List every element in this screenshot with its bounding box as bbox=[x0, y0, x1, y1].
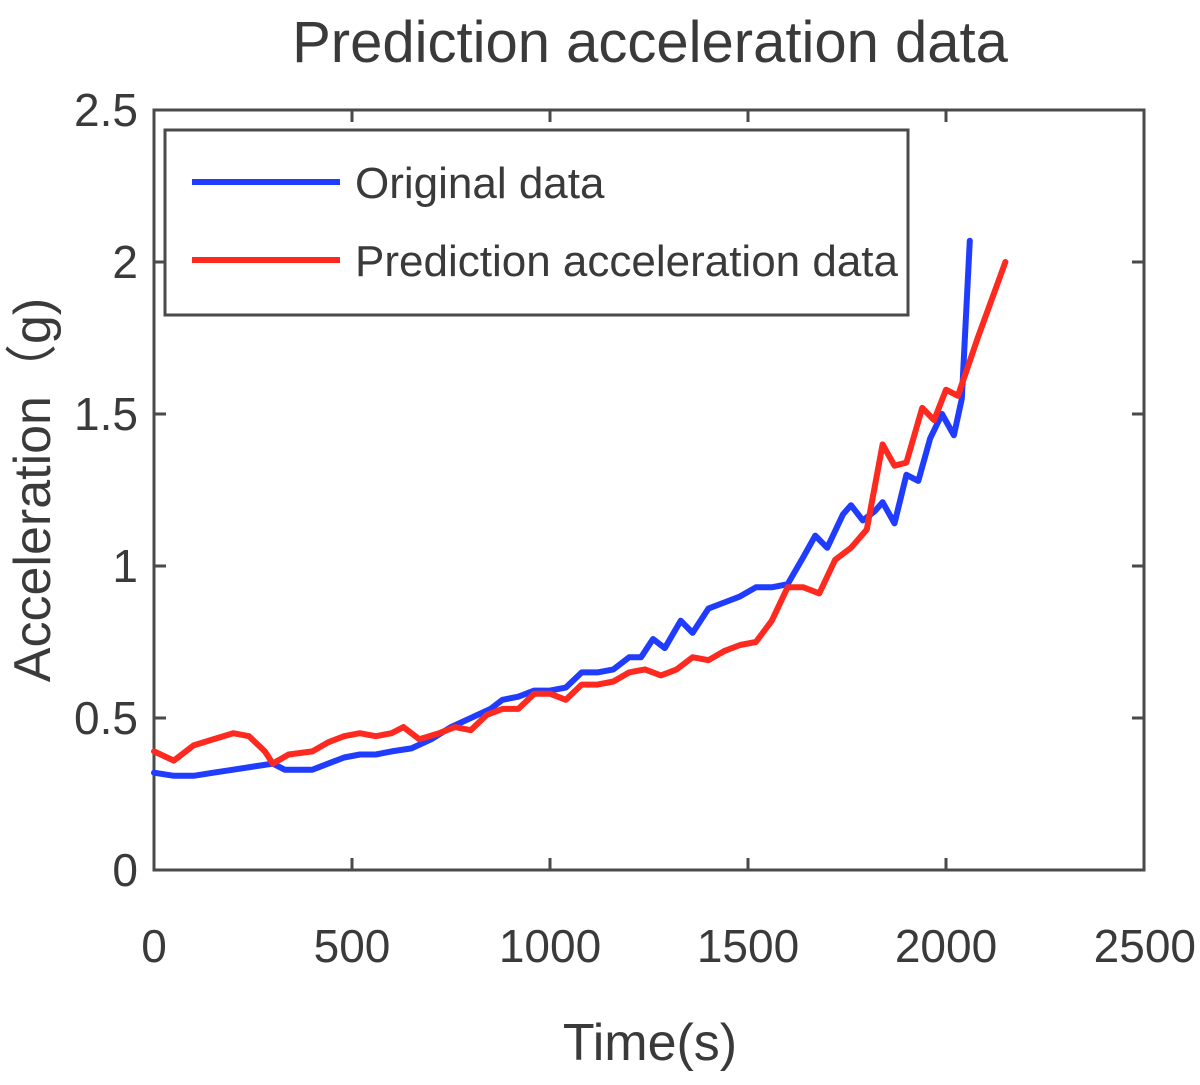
axis-ticks: 0 500 1000 1500 2000 2500 0 0.5 1 1.5 2 2.5 bbox=[74, 84, 1196, 972]
y-tick-label: 1 bbox=[112, 540, 138, 592]
y-axis-label: Acceleration（g) bbox=[4, 298, 62, 682]
legend: Original data Prediction acceleration da… bbox=[163, 128, 910, 317]
y-tick-label: 2.5 bbox=[74, 84, 138, 136]
x-axis-label: Time(s) bbox=[563, 1014, 737, 1072]
chart-title: Prediction acceleration data bbox=[292, 10, 1009, 75]
legend-label-original: Original data bbox=[355, 159, 605, 208]
x-tick-label: 2500 bbox=[1094, 920, 1196, 972]
legend-box bbox=[163, 128, 910, 317]
y-tick-label: 0.5 bbox=[74, 692, 138, 744]
x-tick-label: 2000 bbox=[895, 920, 997, 972]
y-tick-label: 0 bbox=[112, 844, 138, 896]
x-tick-label: 1500 bbox=[697, 920, 799, 972]
legend-label-prediction: Prediction acceleration data bbox=[355, 237, 899, 286]
y-tick-label: 1.5 bbox=[74, 388, 138, 440]
series-line-prediction bbox=[151, 259, 1009, 767]
y-tick-label: 2 bbox=[112, 236, 138, 288]
x-tick-label: 500 bbox=[314, 920, 391, 972]
series-layer bbox=[151, 237, 1009, 779]
x-tick-label: 1000 bbox=[499, 920, 601, 972]
plot-area-frame bbox=[152, 108, 1146, 872]
x-tick-label: 0 bbox=[141, 920, 167, 972]
